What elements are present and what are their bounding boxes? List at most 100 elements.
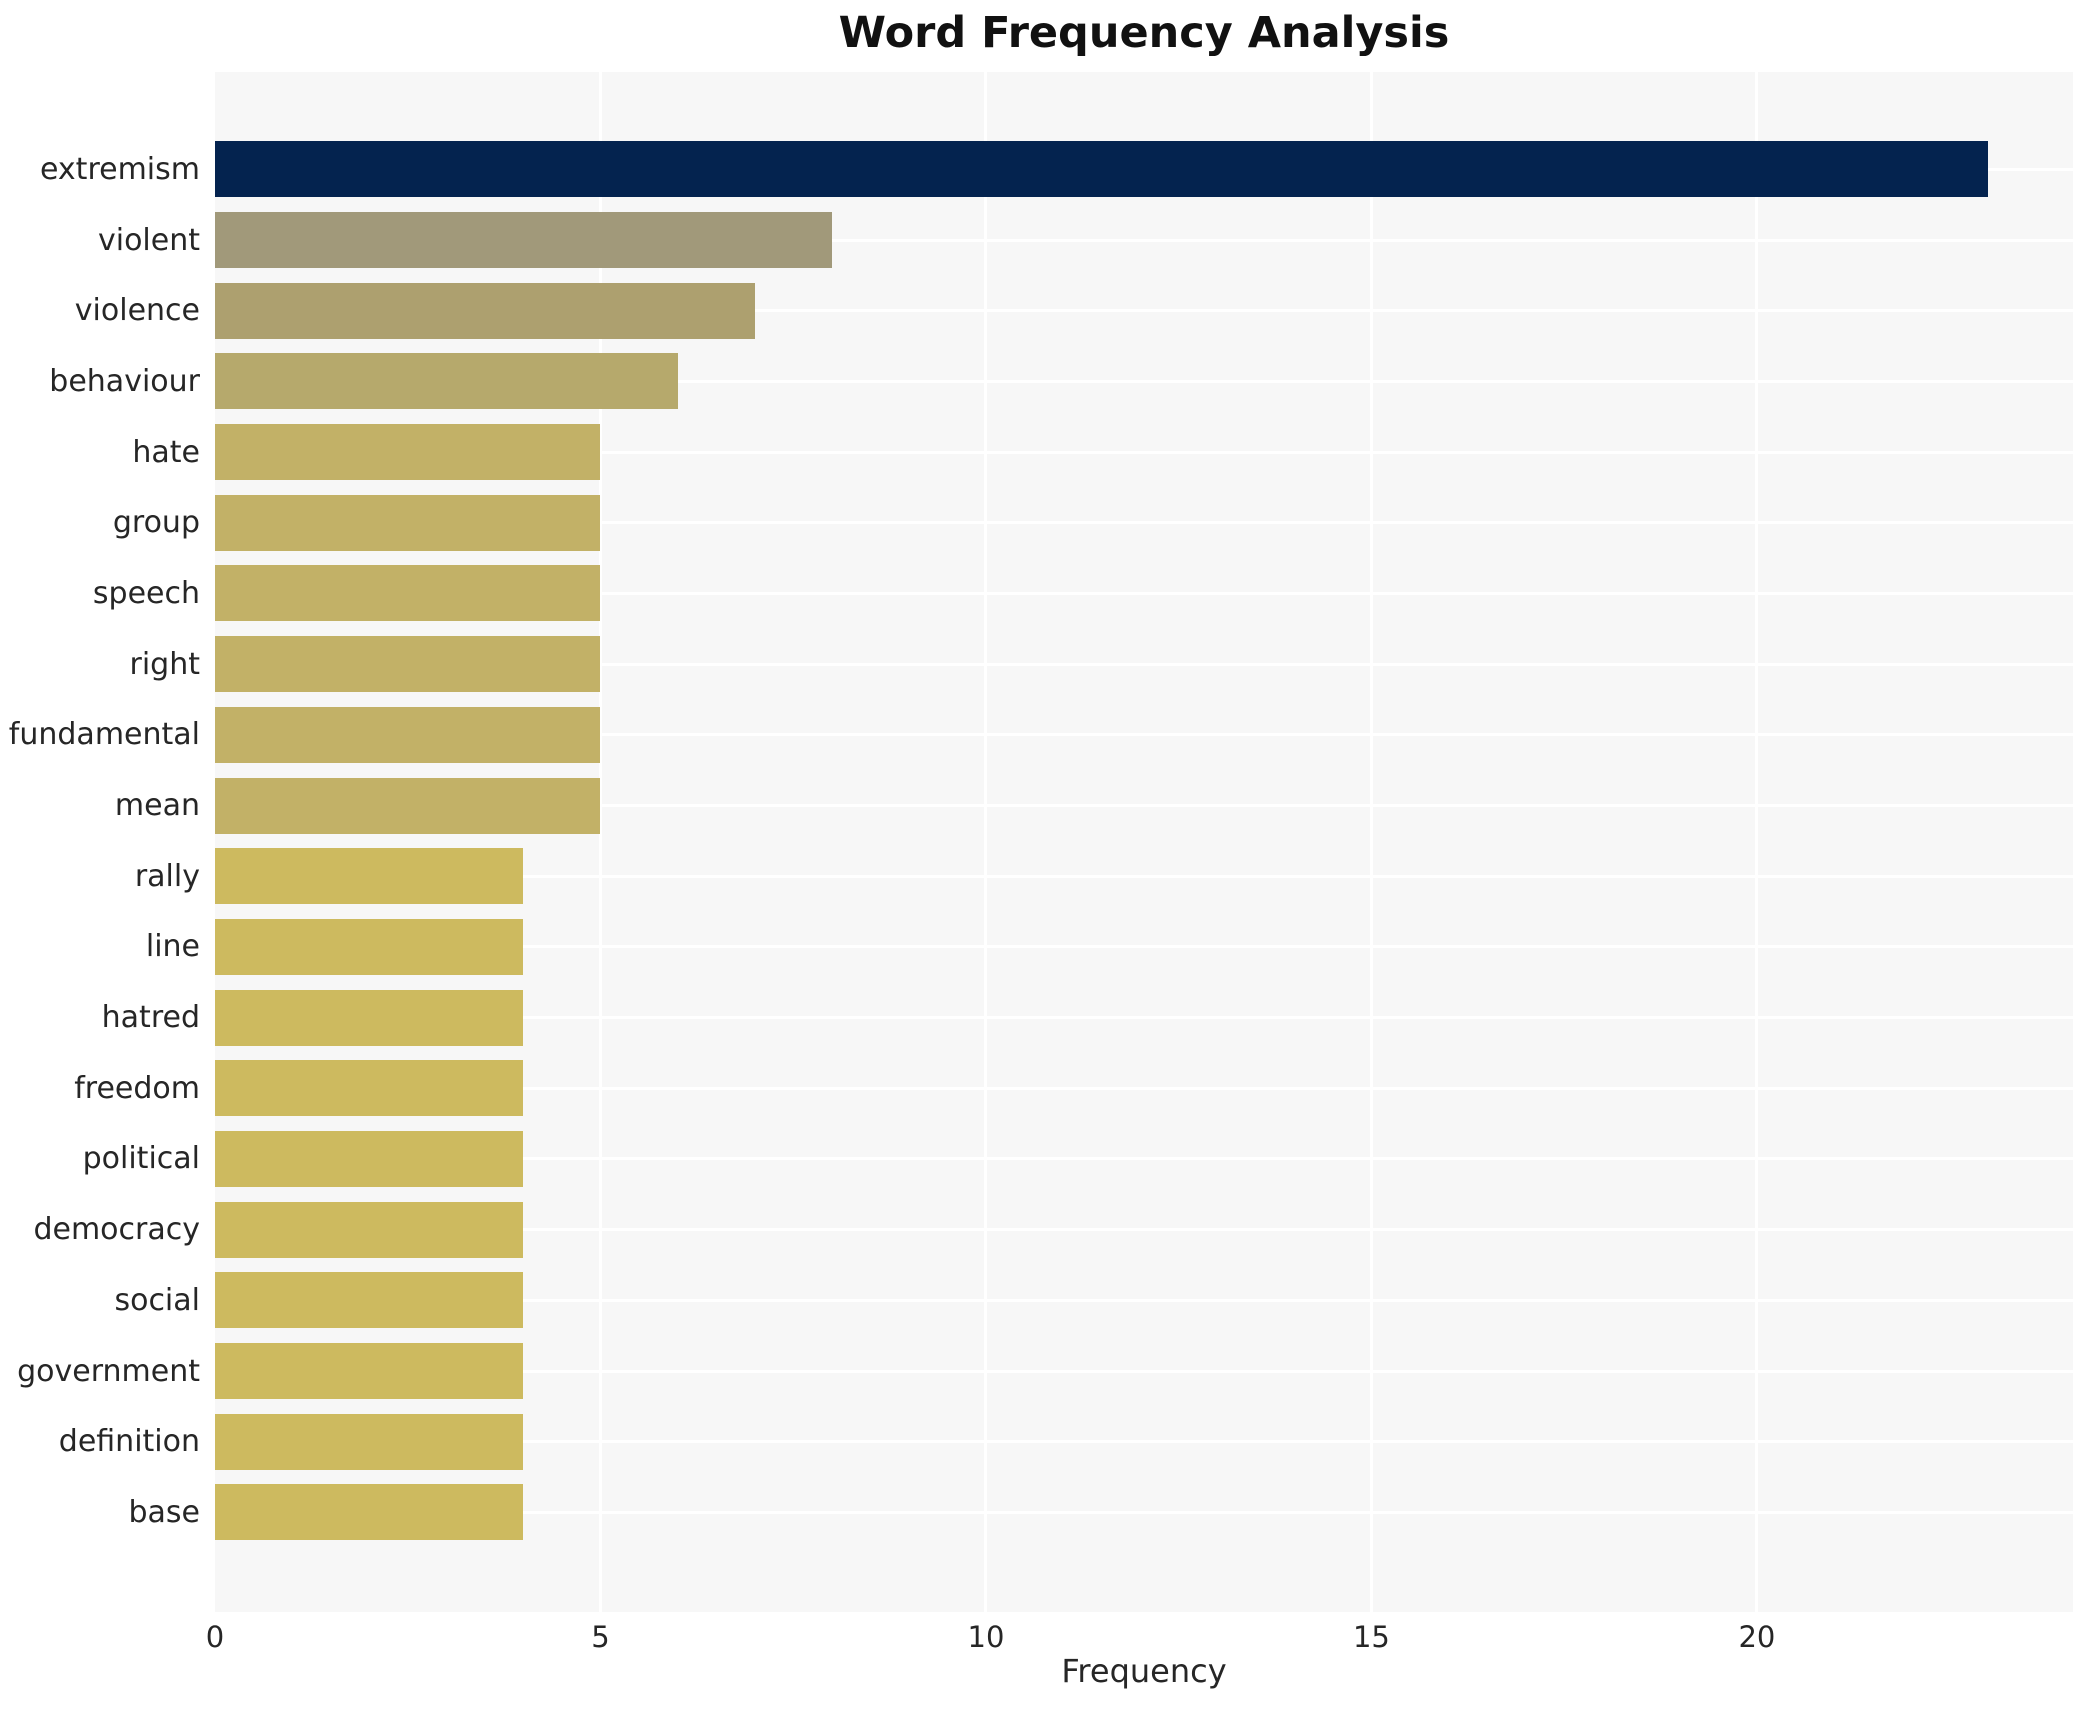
bar-base xyxy=(215,1484,524,1541)
category-label: group xyxy=(112,505,200,541)
category-label: freedom xyxy=(74,1070,200,1106)
x-tick-label: 5 xyxy=(591,1620,610,1654)
category-label: speech xyxy=(92,575,200,611)
bar-row: hate xyxy=(0,417,2093,488)
bar-track xyxy=(215,346,2073,417)
bar-violence xyxy=(215,282,755,339)
horizontal-gridline xyxy=(215,238,2073,242)
category-label: hatred xyxy=(101,1000,200,1036)
bar-track xyxy=(215,912,2073,983)
bar-row: violent xyxy=(0,205,2093,276)
bar-row: mean xyxy=(0,770,2093,841)
bar-track xyxy=(215,700,2073,771)
x-tick-label: 10 xyxy=(967,1620,1005,1654)
horizontal-gridline xyxy=(215,591,2073,595)
x-tick-label: 0 xyxy=(205,1620,225,1654)
horizontal-gridline xyxy=(215,1016,2073,1020)
bar-track xyxy=(215,629,2073,700)
bar-fundamental xyxy=(215,706,601,763)
bar-row: right xyxy=(0,629,2093,700)
bar-political xyxy=(215,1130,524,1187)
category-label: social xyxy=(114,1282,200,1318)
category-label: line xyxy=(145,929,200,965)
horizontal-gridline xyxy=(215,1440,2073,1444)
horizontal-gridline xyxy=(215,1228,2073,1232)
horizontal-gridline xyxy=(215,450,2073,454)
bar-track xyxy=(215,982,2073,1053)
category-label: fundamental xyxy=(8,717,200,753)
x-tick-label: 15 xyxy=(1352,1620,1390,1654)
bar-row: behaviour xyxy=(0,346,2093,417)
bar-track xyxy=(215,1477,2073,1548)
bar-row: government xyxy=(0,1336,2093,1407)
bar-track xyxy=(215,134,2073,205)
bar-row: democracy xyxy=(0,1194,2093,1265)
category-label: political xyxy=(82,1141,200,1177)
bar-track xyxy=(215,1194,2073,1265)
bar-track xyxy=(215,841,2073,912)
bar-line xyxy=(215,918,524,975)
bar-social xyxy=(215,1272,524,1329)
bar-row: rally xyxy=(0,841,2093,912)
bar-rows: extremism violent violence behaviour hate gro… xyxy=(0,134,2093,1548)
bar-track xyxy=(215,558,2073,629)
category-label: base xyxy=(128,1494,200,1530)
bar-violent xyxy=(215,212,832,269)
bar-row: base xyxy=(0,1477,2093,1548)
bar-row: line xyxy=(0,912,2093,983)
horizontal-gridline xyxy=(215,379,2073,383)
bar-hatred xyxy=(215,989,524,1046)
bar-row: speech xyxy=(0,558,2093,629)
category-label: extremism xyxy=(40,151,200,187)
horizontal-gridline xyxy=(215,1510,2073,1514)
bar-row: violence xyxy=(0,275,2093,346)
bar-row: definition xyxy=(0,1406,2093,1477)
bar-definition xyxy=(215,1413,524,1470)
category-label: violent xyxy=(97,222,200,258)
vertical-gridline xyxy=(1369,72,1373,1612)
bar-row: freedom xyxy=(0,1053,2093,1124)
bar-track xyxy=(215,487,2073,558)
category-label: rally xyxy=(134,858,200,894)
horizontal-gridline xyxy=(215,1157,2073,1161)
x-axis-ticks: 0 5 10 15 20 xyxy=(206,1620,2073,1658)
horizontal-gridline xyxy=(215,521,2073,525)
bar-track xyxy=(215,1053,2073,1124)
category-label: right xyxy=(129,646,201,682)
x-tick-label: 20 xyxy=(1738,1620,1776,1654)
bar-extremism xyxy=(215,141,1989,198)
vertical-gridline xyxy=(984,72,988,1612)
horizontal-gridline xyxy=(215,733,2073,737)
bar-row: political xyxy=(0,1124,2093,1195)
category-label: mean xyxy=(114,788,200,824)
category-label: government xyxy=(17,1353,200,1389)
bar-track xyxy=(215,1265,2073,1336)
category-label: democracy xyxy=(33,1212,200,1248)
x-axis-label: Frequency xyxy=(1061,1652,1227,1690)
category-label: behaviour xyxy=(49,363,200,399)
bar-track xyxy=(215,1124,2073,1195)
category-label: hate xyxy=(132,434,200,470)
bar-right xyxy=(215,636,601,693)
category-label: definition xyxy=(58,1424,200,1460)
category-label: violence xyxy=(74,293,200,329)
bar-track xyxy=(215,1336,2073,1407)
bar-track xyxy=(215,205,2073,276)
bar-track xyxy=(215,275,2073,346)
bar-row: hatred xyxy=(0,982,2093,1053)
horizontal-gridline xyxy=(215,945,2073,949)
bar-track xyxy=(215,770,2073,841)
bar-row: social xyxy=(0,1265,2093,1336)
horizontal-gridline xyxy=(215,804,2073,808)
horizontal-gridline xyxy=(215,874,2073,878)
bar-behaviour xyxy=(215,353,678,410)
horizontal-gridline xyxy=(215,309,2073,313)
vertical-gridline xyxy=(1755,72,1759,1612)
bar-speech xyxy=(215,565,601,622)
horizontal-gridline xyxy=(215,1298,2073,1302)
bar-mean xyxy=(215,777,601,834)
bar-row: group xyxy=(0,487,2093,558)
horizontal-gridline xyxy=(215,1369,2073,1373)
bar-hate xyxy=(215,424,601,481)
